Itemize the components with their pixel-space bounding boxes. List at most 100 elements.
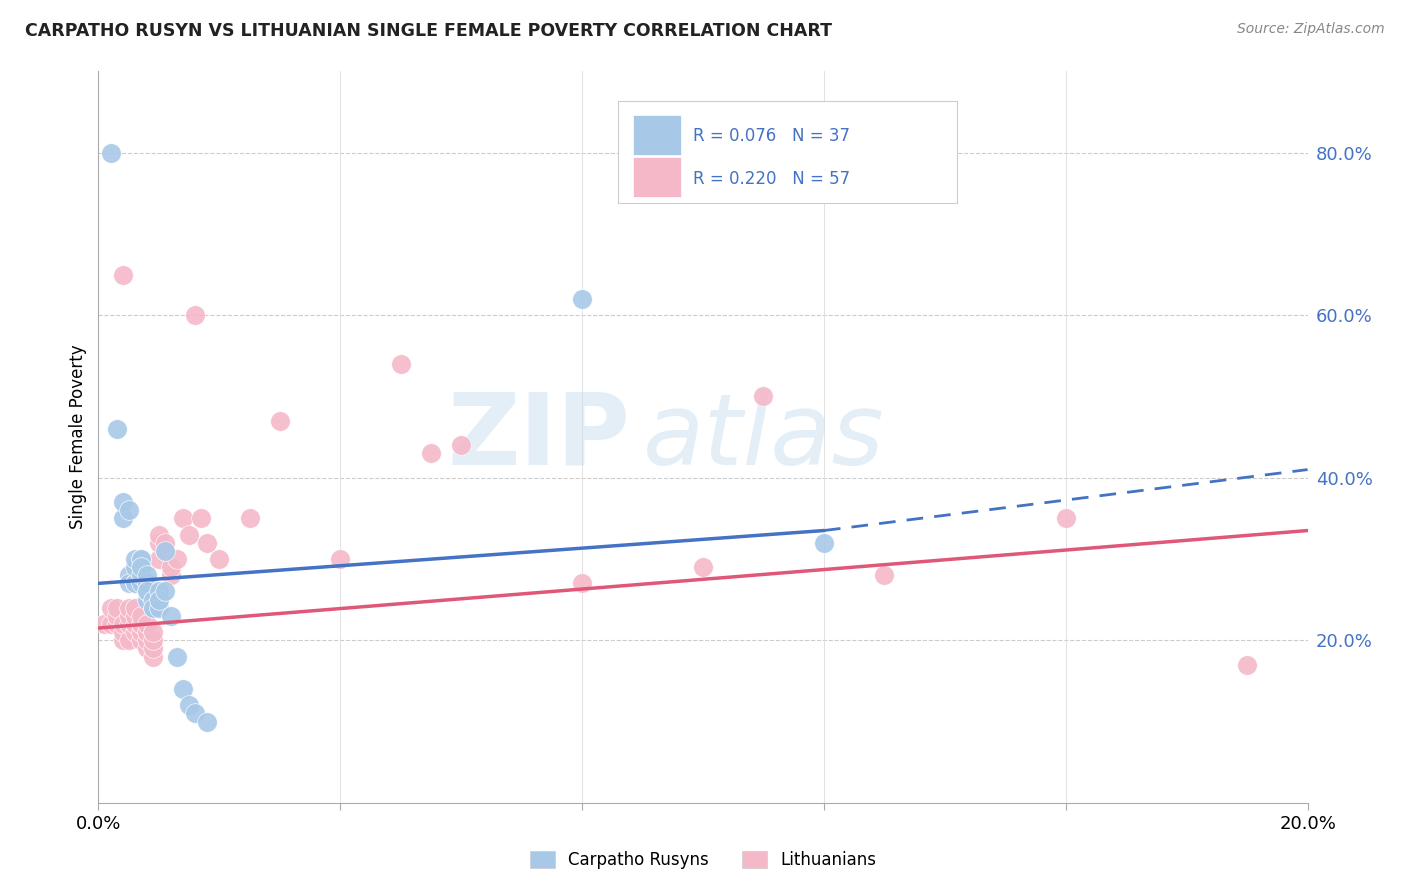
Y-axis label: Single Female Poverty: Single Female Poverty [69, 345, 87, 529]
Point [329, 552, 352, 566]
Point [166, 649, 188, 664]
Point [135, 625, 157, 640]
Legend: Carpatho Rusyns, Lithuanians: Carpatho Rusyns, Lithuanians [523, 845, 883, 876]
Point [153, 544, 176, 558]
Text: R = 0.220   N = 57: R = 0.220 N = 57 [693, 169, 851, 188]
Point [873, 568, 896, 582]
Point [118, 576, 141, 591]
Point [135, 633, 157, 648]
Point [105, 617, 128, 632]
Point [124, 608, 146, 623]
Point [135, 617, 157, 632]
Point [100, 145, 122, 160]
Point [129, 625, 152, 640]
FancyBboxPatch shape [619, 101, 957, 203]
Point [129, 576, 152, 591]
Point [135, 576, 157, 591]
Point [269, 414, 291, 428]
Point [148, 535, 170, 549]
Point [129, 633, 152, 648]
Point [93, 617, 115, 632]
Point [160, 568, 183, 582]
Point [239, 511, 262, 525]
Point [105, 600, 128, 615]
Point [148, 600, 170, 615]
Point [118, 617, 141, 632]
Point [111, 511, 134, 525]
Point [172, 511, 194, 525]
Point [124, 617, 146, 632]
Point [111, 268, 134, 282]
Point [135, 584, 157, 599]
Point [142, 633, 165, 648]
Text: Source: ZipAtlas.com: Source: ZipAtlas.com [1237, 22, 1385, 37]
Point [129, 552, 152, 566]
Point [100, 600, 122, 615]
Point [571, 576, 593, 591]
Point [420, 446, 443, 460]
Point [179, 527, 201, 541]
Point [111, 633, 134, 648]
Text: atlas: atlas [643, 389, 884, 485]
Point [142, 649, 165, 664]
Point [124, 552, 146, 566]
Point [1236, 657, 1258, 672]
Point [124, 600, 146, 615]
Point [153, 584, 176, 599]
Point [111, 617, 134, 632]
Point [153, 544, 176, 558]
Point [184, 706, 207, 721]
Bar [633, 157, 682, 197]
Point [389, 357, 412, 371]
Point [142, 592, 165, 607]
Bar [633, 115, 682, 155]
Point [105, 608, 128, 623]
Point [118, 608, 141, 623]
Point [129, 617, 152, 632]
Point [105, 422, 128, 436]
Point [190, 511, 212, 525]
Point [571, 292, 593, 306]
Point [179, 698, 201, 713]
Point [118, 633, 141, 648]
Point [450, 438, 472, 452]
Point [124, 576, 146, 591]
Point [129, 568, 152, 582]
Point [118, 503, 141, 517]
Point [129, 608, 152, 623]
Point [118, 600, 141, 615]
Point [692, 560, 714, 574]
Point [813, 535, 835, 549]
Point [160, 560, 183, 574]
Point [148, 584, 170, 599]
Point [124, 560, 146, 574]
Point [142, 600, 165, 615]
Point [195, 714, 218, 729]
Point [124, 576, 146, 591]
Point [135, 584, 157, 599]
Point [135, 641, 157, 656]
Point [142, 600, 165, 615]
Point [124, 625, 146, 640]
Point [184, 308, 207, 322]
Point [142, 625, 165, 640]
Point [153, 535, 176, 549]
Point [142, 641, 165, 656]
Point [166, 552, 188, 566]
Point [135, 568, 157, 582]
Point [148, 527, 170, 541]
Point [148, 552, 170, 566]
Point [129, 552, 152, 566]
Text: CARPATHO RUSYN VS LITHUANIAN SINGLE FEMALE POVERTY CORRELATION CHART: CARPATHO RUSYN VS LITHUANIAN SINGLE FEMA… [25, 22, 832, 40]
Point [100, 617, 122, 632]
Point [135, 592, 157, 607]
Point [172, 681, 194, 696]
Point [129, 617, 152, 632]
Point [111, 495, 134, 509]
Point [752, 389, 775, 403]
Point [111, 625, 134, 640]
Point [148, 592, 170, 607]
Point [195, 535, 218, 549]
Point [118, 568, 141, 582]
Point [1054, 511, 1077, 525]
